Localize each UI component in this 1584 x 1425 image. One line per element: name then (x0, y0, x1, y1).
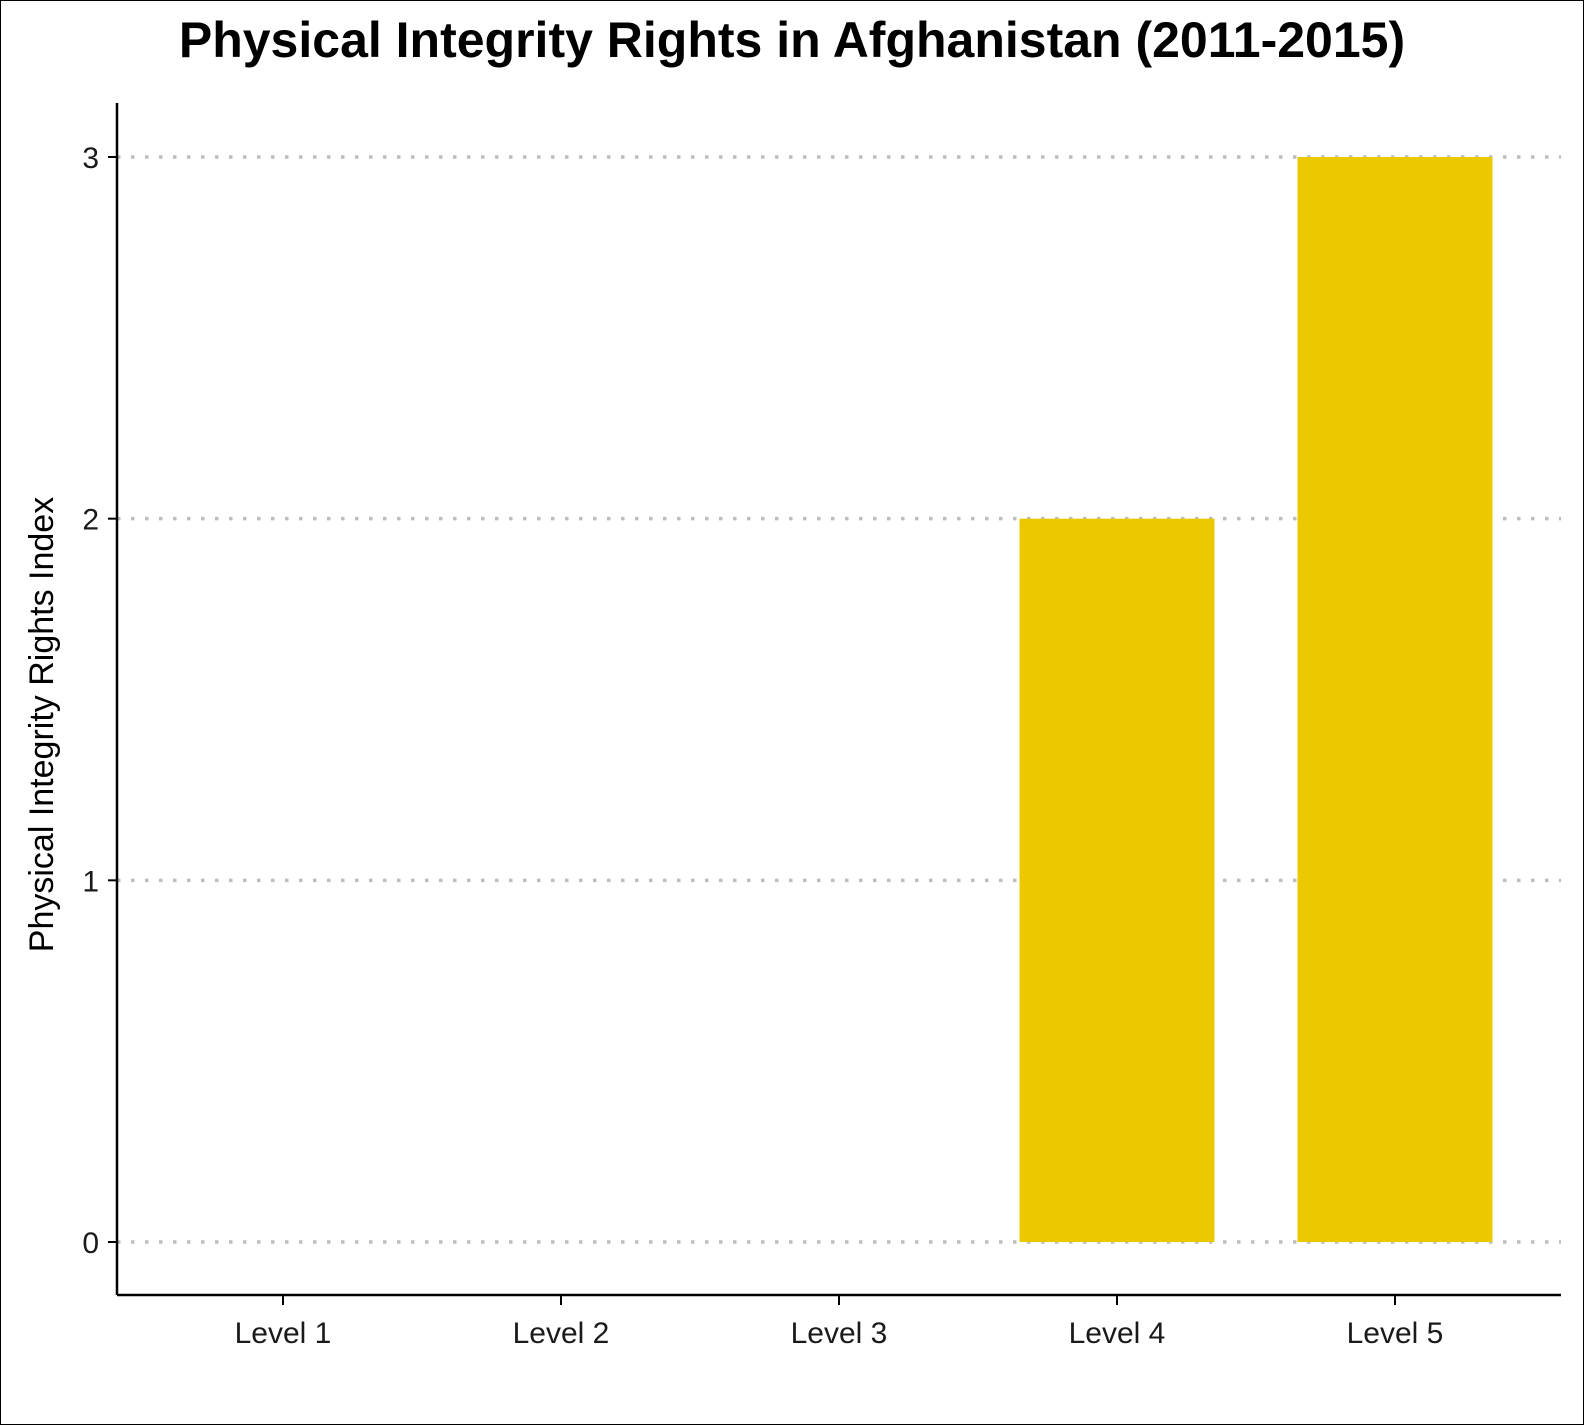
y-tick-label-2: 2 (82, 504, 99, 537)
y-tick-label-1: 1 (82, 865, 99, 898)
bars (1019, 157, 1493, 1242)
bar-level-4 (1019, 518, 1215, 1242)
x-tick-label-4: Level 4 (1069, 1317, 1166, 1350)
y-axis-title: Physical Integrity Rights Index (23, 497, 61, 952)
x-tick-label-5: Level 5 (1347, 1317, 1444, 1350)
tick-labels: 0 1 2 3 Level 1 Level 2 Level 3 Level 4 Level 5 (82, 142, 1443, 1350)
chart-title: Physical Integrity Rights in Afghanistan… (178, 12, 1406, 68)
bar-level-5 (1297, 157, 1493, 1242)
y-tick-label-0: 0 (82, 1227, 99, 1260)
x-tick-label-3: Level 3 (791, 1317, 888, 1350)
axes (108, 103, 1561, 1305)
gridlines (117, 155, 1561, 1244)
x-tick-label-1: Level 1 (235, 1317, 332, 1350)
y-tick-label-3: 3 (82, 142, 99, 175)
x-tick-label-2: Level 2 (513, 1317, 610, 1350)
